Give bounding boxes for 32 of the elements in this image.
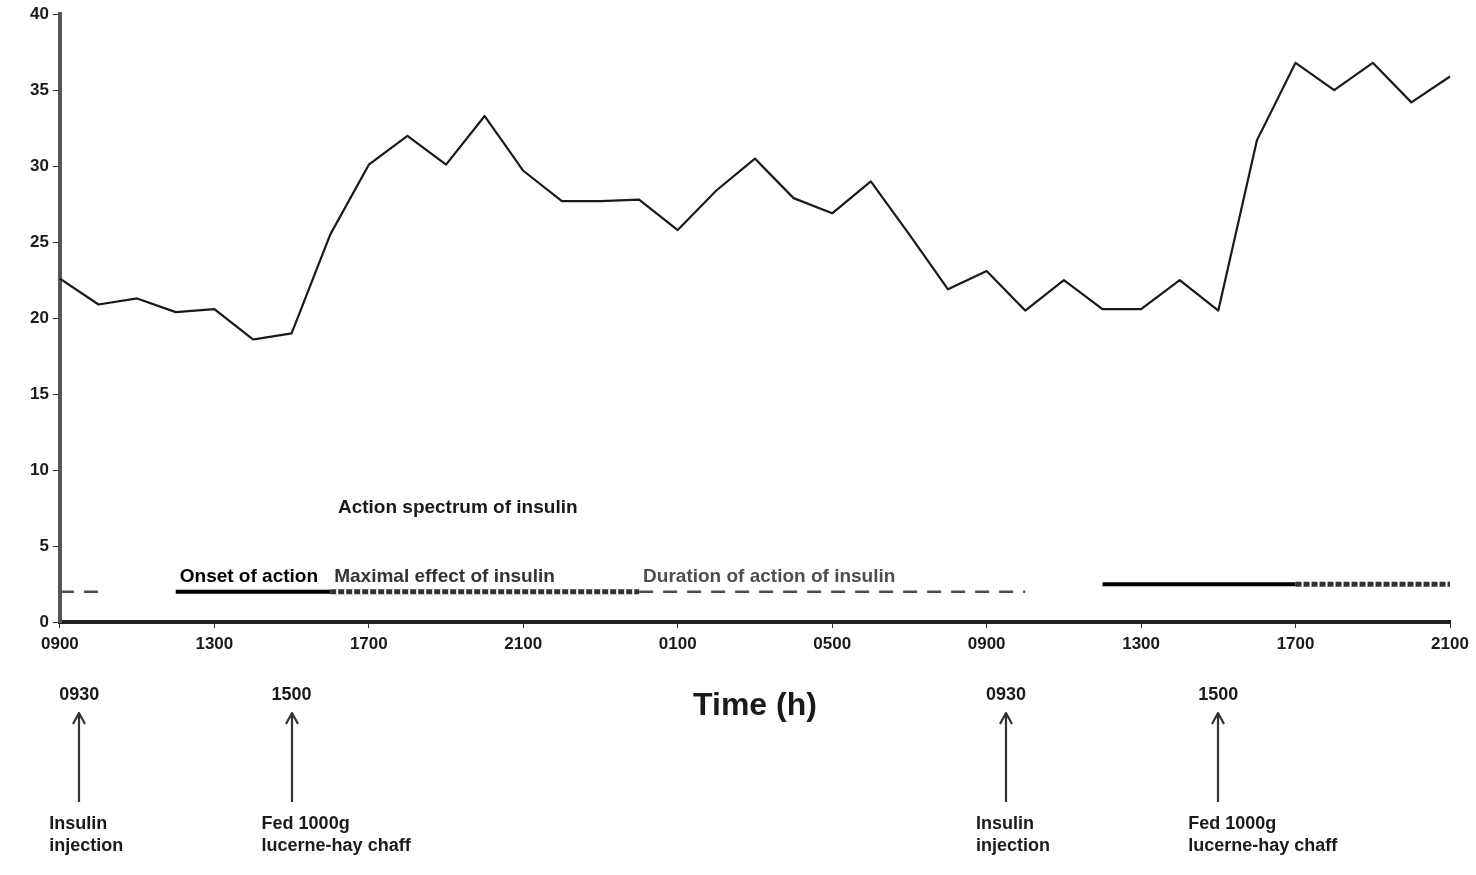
x-tick-label: 1300 <box>1122 634 1161 654</box>
text: 1500 <box>271 684 312 705</box>
x-tick-label: 0100 <box>658 634 697 654</box>
y-tick-label: 40 <box>29 3 49 23</box>
y-tick-label: 10 <box>29 459 49 479</box>
text: 0930 <box>985 684 1026 705</box>
y-tick-label: 30 <box>29 155 49 175</box>
y-tick-label: 5 <box>39 535 49 555</box>
y-tick-label: 35 <box>29 79 49 99</box>
x-tick-label: 0500 <box>813 634 852 654</box>
text: 0930 <box>59 684 100 705</box>
y-tick-label: 15 <box>29 383 49 403</box>
series-label: Duration of action of insulin <box>643 564 896 586</box>
y-tick-label: 25 <box>29 231 49 251</box>
text: 1500 <box>1198 684 1239 705</box>
x-tick-label: 1700 <box>1276 634 1315 654</box>
annotation: Action spectrum of insulin <box>337 495 578 517</box>
text: Fed 1000g lucerne-hay chaff <box>1188 813 1339 856</box>
text: Insulin injection <box>975 813 1050 856</box>
x-tick-label: 1300 <box>195 634 234 654</box>
x-axis-title: Time (h) <box>693 685 817 722</box>
text: Insulin injection <box>49 813 124 856</box>
y-tick-label: 0 <box>39 611 49 631</box>
x-tick-label: 1700 <box>349 634 388 654</box>
text: Fed 1000g lucerne-hay chaff <box>261 813 412 856</box>
x-tick-label: 0900 <box>967 634 1006 654</box>
series-label: Onset of action <box>179 564 319 586</box>
series-label: Maximal effect of insulin <box>334 564 555 586</box>
y-tick-label: 20 <box>29 307 49 327</box>
x-tick-label: 2100 <box>1431 634 1469 654</box>
x-tick-label: 0900 <box>41 634 79 654</box>
x-tick-label: 2100 <box>504 634 543 654</box>
